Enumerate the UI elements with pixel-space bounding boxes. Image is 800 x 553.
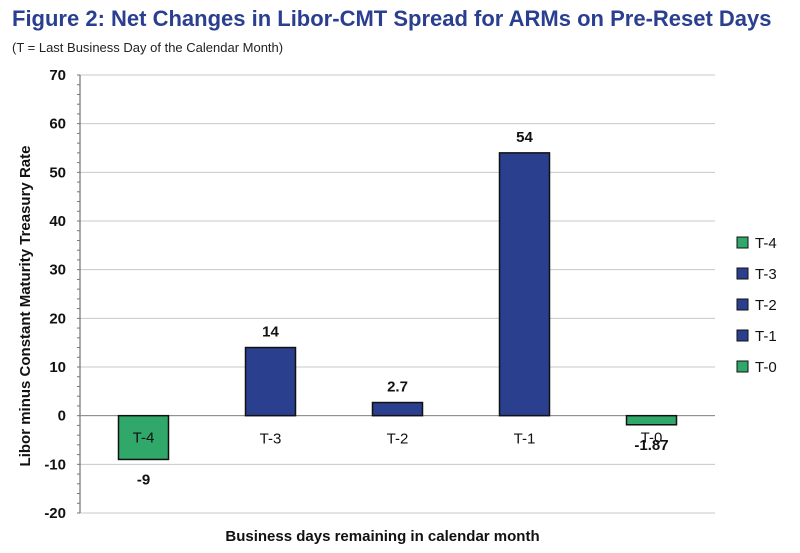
y-tick-label: 70: [49, 67, 66, 84]
data-label: 54: [516, 129, 533, 146]
y-tick-label: 10: [49, 359, 66, 376]
bar-t-2: [371, 401, 424, 417]
legend-label: T-3: [755, 266, 777, 283]
data-label: -1.87: [634, 437, 668, 454]
x-category-label: T-4: [133, 430, 155, 447]
legend-swatch: [736, 298, 749, 311]
x-category-label: T-1: [514, 431, 536, 448]
y-tick-label: -10: [44, 456, 66, 473]
legend-swatch: [736, 360, 749, 373]
y-tick-label: 0: [58, 408, 66, 425]
legend-label: T-2: [755, 297, 777, 314]
y-axis-title: Libor minus Constant Maturity Treasury R…: [17, 146, 34, 467]
y-tick-label: 20: [49, 310, 66, 327]
legend-swatch: [736, 267, 749, 280]
bar-t-0: [625, 414, 678, 426]
data-label: 2.7: [387, 379, 408, 396]
x-category-label: T-0: [641, 430, 663, 447]
y-tick-label: 50: [49, 164, 66, 181]
bar-t-4: [117, 414, 170, 461]
y-tick-label: -20: [44, 505, 66, 522]
x-category-label: T-2: [387, 431, 409, 448]
y-tick-label: 40: [49, 213, 66, 230]
x-category-label: T-3: [260, 431, 282, 448]
data-label: 14: [262, 324, 279, 341]
chart-subtitle: (T = Last Business Day of the Calendar M…: [12, 40, 284, 55]
legend-label: T-1: [755, 328, 777, 345]
legend-swatch: [736, 236, 749, 249]
legend-label: T-4: [755, 235, 777, 252]
bar-t-1: [498, 152, 551, 417]
chart-title: Figure 2: Net Changes in Libor-CMT Sprea…: [12, 6, 772, 31]
y-tick-label: 60: [49, 116, 66, 133]
y-tick-label: 30: [49, 262, 66, 279]
x-axis-title: Business days remaining in calendar mont…: [225, 528, 539, 545]
data-label: -9: [137, 471, 150, 488]
bar-t-3: [244, 346, 297, 417]
legend-label: T-0: [755, 359, 777, 376]
legend-swatch: [736, 329, 749, 342]
